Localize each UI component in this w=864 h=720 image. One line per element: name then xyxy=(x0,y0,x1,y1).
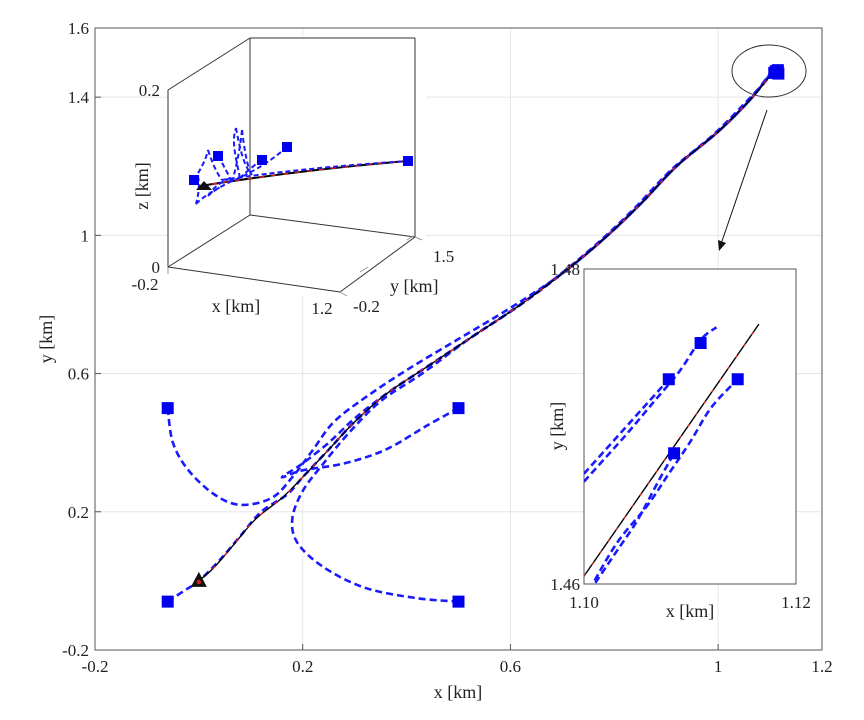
inset-3d-agent-start-marker xyxy=(213,151,223,161)
agent-start-marker xyxy=(161,595,174,608)
inset-3d-z-axis-label: z [km] xyxy=(132,162,152,209)
main-plot-frame xyxy=(94,27,823,651)
zoom-agent-end-marker xyxy=(662,373,675,386)
zoom-agent-end-marker xyxy=(694,337,707,350)
zoom-inset: 1.10 1.12 1.46 1.48 x [km] y [km] xyxy=(547,260,811,621)
inset-3d-agent-end-marker xyxy=(403,156,413,166)
main-x-tick-label: 0.2 xyxy=(292,657,313,676)
main-y-ticks: -0.2 0.2 0.6 1 1.4 1.6 xyxy=(62,19,101,660)
agent-start-marker xyxy=(161,402,174,415)
inset-3d-markers xyxy=(189,142,413,190)
main-x-ticks: -0.2 0.2 0.6 1 1.2 xyxy=(82,644,833,676)
zoom-inset-x-ticks: 1.10 1.12 xyxy=(569,579,811,612)
zoom-arrow xyxy=(718,109,768,251)
main-reference-dash xyxy=(198,68,781,582)
main-y-tick-label: -0.2 xyxy=(62,641,89,660)
main-markers xyxy=(161,64,785,608)
zoom-y-axis-label: y [km] xyxy=(547,402,567,451)
zoom-inset-y-ticks: 1.46 1.48 xyxy=(550,260,589,594)
main-y-tick-label: 1 xyxy=(81,226,90,245)
main-x-tick-label: 1 xyxy=(714,657,723,676)
zoom-agent-end-marker xyxy=(731,373,744,386)
inset-3d-y-tick-top: 1.5 xyxy=(433,247,454,266)
inset-3d-z-tick-top: 0.2 xyxy=(139,81,160,100)
inset-3d-agent-start-marker xyxy=(257,155,267,165)
inset-3d-z-tick-bottom: 0 xyxy=(152,258,161,277)
start-marker xyxy=(190,571,207,587)
start-marker-dot xyxy=(196,579,202,585)
inset-3d-agent-start-marker xyxy=(282,142,292,152)
main-y-tick-label: 1.4 xyxy=(68,88,90,107)
main-x-tick-label: 1.2 xyxy=(811,657,832,676)
agent-end-marker xyxy=(772,67,785,80)
inset-3d-y-axis-label: y [km] xyxy=(390,276,439,296)
zoom-agent-path xyxy=(584,326,718,483)
main-y-tick-label: 0.2 xyxy=(68,503,89,522)
main-y-axis-label: y [km] xyxy=(36,315,56,364)
zoom-agent-end-marker xyxy=(668,447,681,460)
main-y-tick-label: 0.6 xyxy=(68,365,89,384)
inset-3d-x-tick-right: 1.2 xyxy=(311,299,332,318)
inset-3d-x-tick-left: -0.2 xyxy=(132,275,159,294)
inset-3d-agent-start-marker xyxy=(189,175,199,185)
zoom-y-tick-label: 1.46 xyxy=(550,575,580,594)
main-x-tick-label: 0.6 xyxy=(500,657,521,676)
zoom-agent-path xyxy=(584,378,670,475)
inset-3d-y-tick-bottom: -0.2 xyxy=(353,297,380,316)
zoom-x-axis-label: x [km] xyxy=(666,601,715,621)
zoom-inset-lines xyxy=(584,323,760,584)
zoom-y-tick-label: 1.48 xyxy=(550,260,580,279)
inset-3d-start-marker xyxy=(196,181,212,190)
inset-3d-x-axis-label: x [km] xyxy=(212,296,261,316)
agent-start-marker xyxy=(452,402,465,415)
inset-3d-box xyxy=(167,37,423,297)
agent-start-marker xyxy=(452,595,465,608)
inset-3d: 0.2 0 z [km] -0.2 1.2 x [km] 1.5 -0.2 y … xyxy=(132,37,454,318)
main-x-axis-label: x [km] xyxy=(434,682,483,702)
main-y-tick-label: 1.6 xyxy=(68,19,89,38)
zoom-inset-frame xyxy=(583,268,797,585)
zoom-x-tick-label: 1.10 xyxy=(569,593,599,612)
zoom-highlight-ellipse xyxy=(731,44,807,98)
main-x-tick-label: -0.2 xyxy=(82,657,109,676)
inset-3d-background xyxy=(168,38,426,296)
zoom-x-tick-label: 1.12 xyxy=(781,593,811,612)
main-reference-path xyxy=(198,68,781,582)
